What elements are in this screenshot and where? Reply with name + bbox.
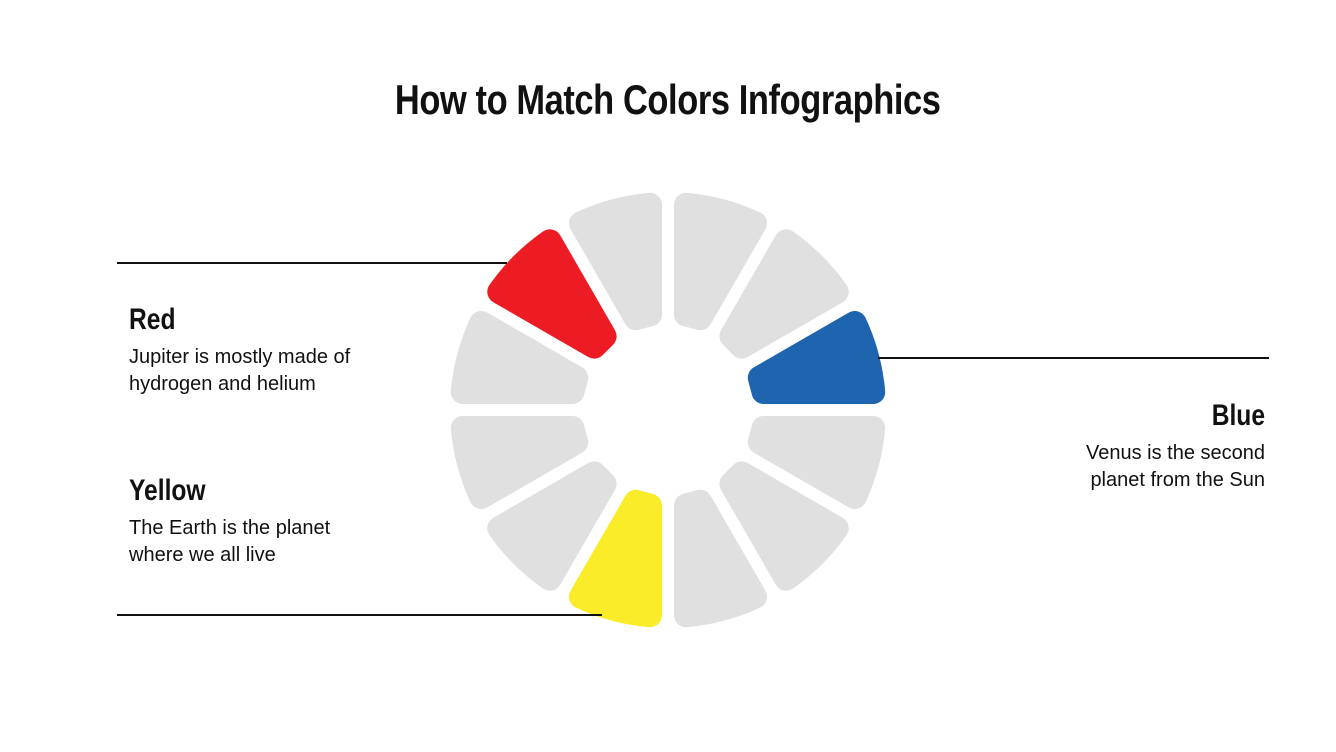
item-heading: Yellow	[129, 474, 206, 507]
page-title: How to Match Colors Infographics	[395, 76, 941, 123]
connector-line-red	[117, 262, 507, 264]
item-red: Red Jupiter is mostly made of hydrogen an…	[129, 302, 459, 398]
item-heading: Blue	[1211, 399, 1265, 432]
wheel-segment	[487, 461, 617, 591]
item-description: Venus is the second planet from the Sun	[1085, 442, 1265, 491]
wheel-segment	[674, 192, 768, 331]
connector-line-yellow	[117, 614, 602, 616]
item-blue: Blue Venus is the second planet from the …	[935, 398, 1265, 494]
wheel-segment-highlighted	[487, 229, 617, 359]
item-description: Jupiter is mostly made of hydrogen and he…	[129, 346, 351, 395]
item-yellow: Yellow The Earth is the planet where we a…	[129, 473, 459, 569]
wheel-segment	[747, 416, 886, 510]
wheel-segment	[674, 489, 768, 628]
item-description: The Earth is the planet where we all live	[129, 517, 331, 566]
wheel-segment-highlighted	[747, 310, 886, 404]
item-heading: Red	[129, 303, 176, 336]
connector-line-blue	[878, 357, 1269, 359]
wheel-segment-highlighted	[568, 489, 662, 628]
wheel-segment	[450, 416, 589, 510]
wheel-segment	[450, 310, 589, 404]
wheel-segment	[568, 192, 662, 331]
wheel-segment	[719, 461, 849, 591]
wheel-segment	[719, 229, 849, 359]
